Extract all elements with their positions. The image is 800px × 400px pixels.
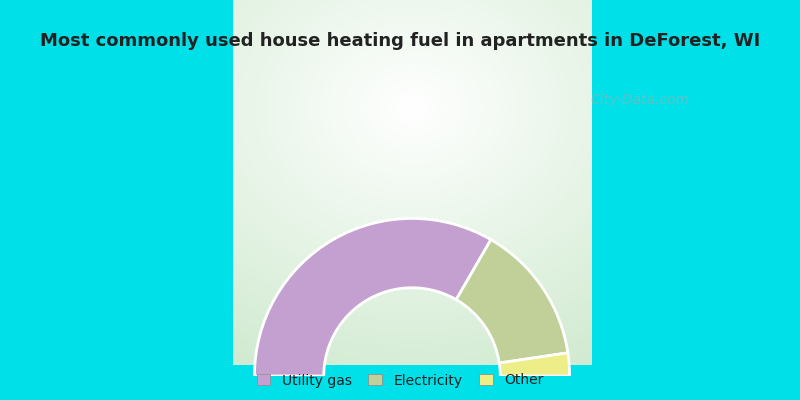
- Text: City-Data.com: City-Data.com: [590, 93, 690, 107]
- Wedge shape: [456, 240, 568, 363]
- Text: Most commonly used house heating fuel in apartments in DeForest, WI: Most commonly used house heating fuel in…: [40, 32, 760, 50]
- Legend: Utility gas, Electricity, Other: Utility gas, Electricity, Other: [251, 368, 549, 393]
- Wedge shape: [254, 218, 491, 376]
- Wedge shape: [499, 353, 570, 376]
